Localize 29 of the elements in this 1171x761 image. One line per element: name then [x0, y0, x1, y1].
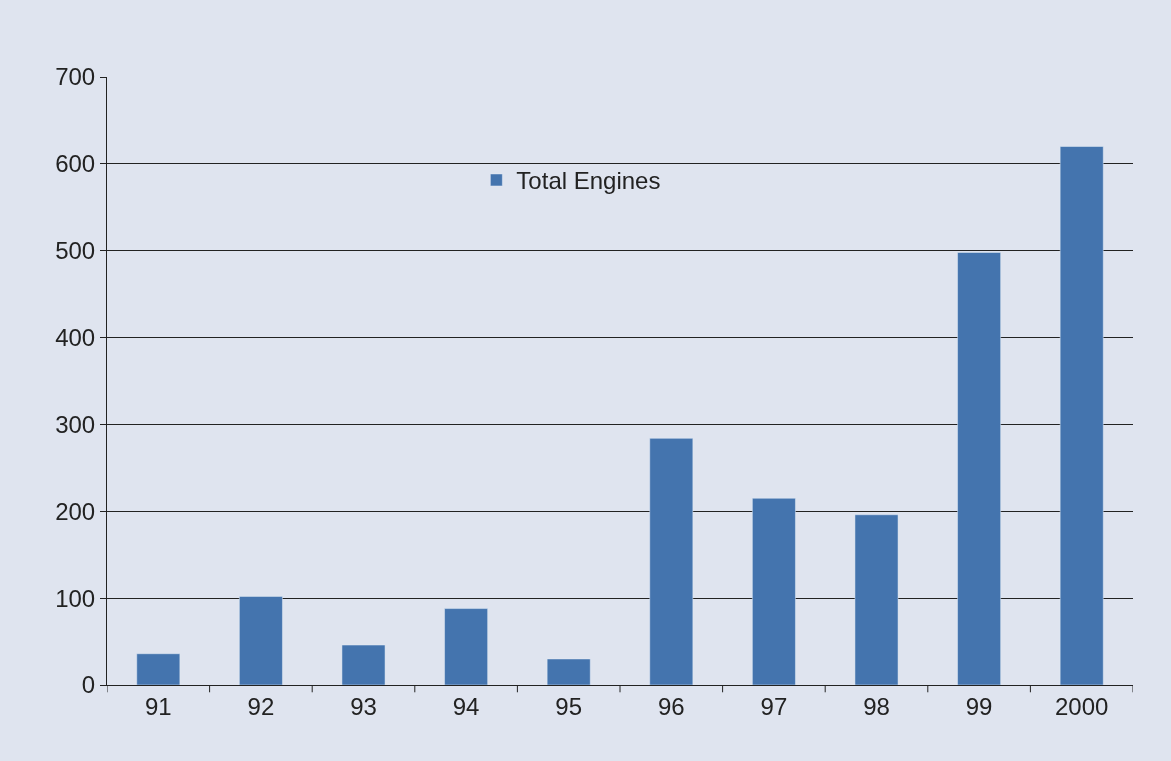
bar [546, 658, 591, 685]
x-tick-label: 94 [452, 692, 480, 720]
x-tick-label: 95 [555, 692, 583, 720]
y-tick-label: 600 [55, 150, 96, 178]
x-tick-label: 93 [350, 692, 377, 720]
bar [136, 653, 181, 685]
x-tick-label: 97 [760, 692, 788, 720]
bar [752, 498, 796, 685]
bar [1059, 146, 1104, 685]
bar [444, 608, 488, 685]
y-tick-label: 400 [55, 323, 96, 351]
x-tick-label: 91 [144, 692, 172, 720]
bar [239, 596, 283, 685]
legend-label: Total Engines [516, 167, 661, 195]
x-tick-label: 99 [965, 692, 993, 720]
x-tick-label: 96 [657, 692, 685, 720]
bar [957, 252, 1001, 685]
y-tick-label: 100 [55, 584, 96, 612]
y-tick-label: 300 [55, 410, 96, 438]
y-tick-label: 200 [55, 497, 96, 525]
bar [854, 514, 899, 685]
x-tick-label: 92 [247, 692, 275, 720]
y-tick-label: 500 [55, 237, 96, 265]
y-tick-label: 0 [81, 671, 96, 699]
y-tick-label: 700 [55, 63, 96, 91]
x-tick-label: 2000 [1055, 692, 1109, 720]
bar [341, 644, 386, 685]
x-tick-label: 98 [863, 692, 890, 720]
bar [649, 438, 694, 685]
